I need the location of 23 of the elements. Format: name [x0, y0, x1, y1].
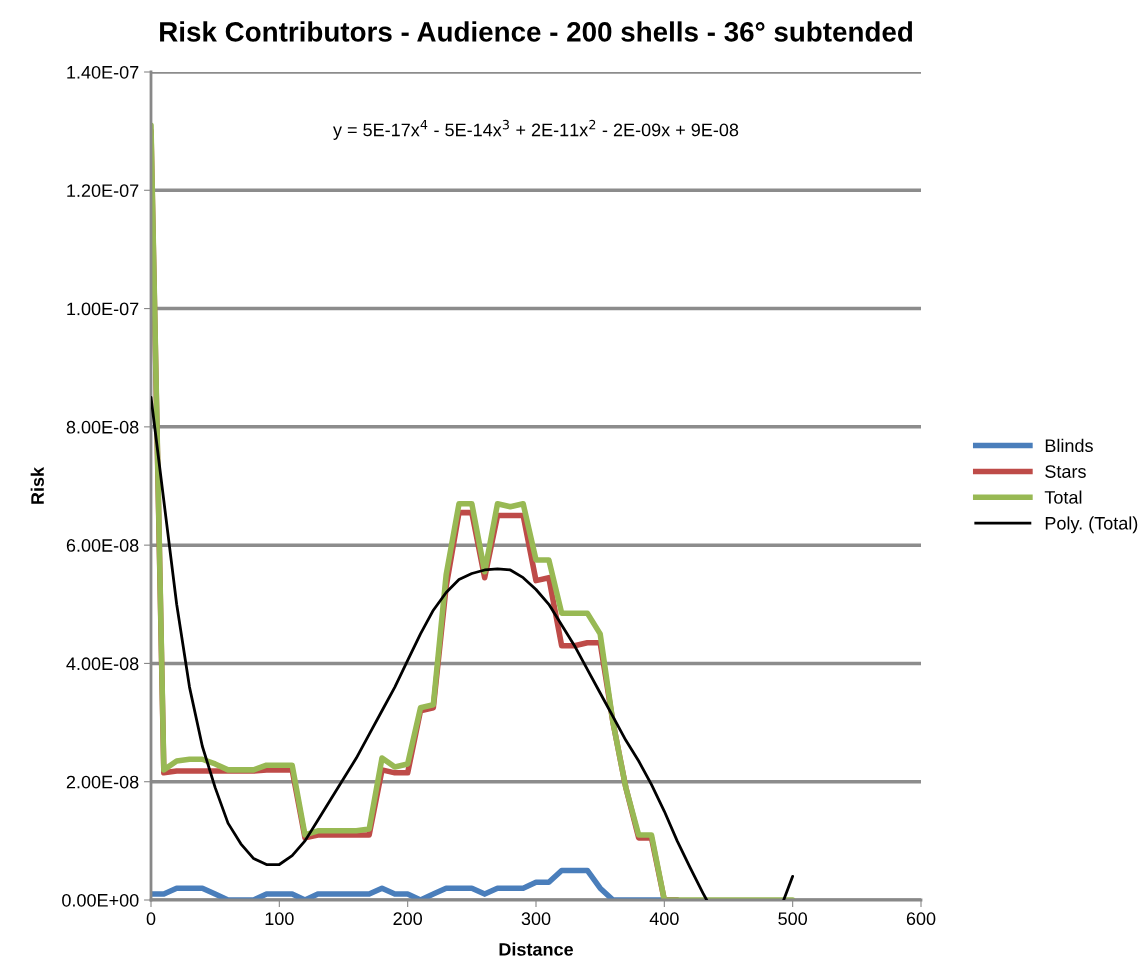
- y-tick-label: 1.00E-07: [67, 302, 139, 316]
- y-axis-title: Risk: [30, 466, 44, 504]
- y-tick-label: 8.00E-08: [66, 420, 139, 434]
- y-tick-label: 0.00E+00: [62, 893, 139, 907]
- x-tick-label: 100: [265, 912, 294, 926]
- x-tick-label: 0: [146, 912, 156, 926]
- x-axis-title: Distance: [499, 942, 574, 956]
- y-tick-label: 1.20E-07: [67, 184, 139, 198]
- y-tick-label: 6.00E-08: [66, 539, 139, 552]
- legend-label: Total: [1044, 490, 1082, 504]
- x-tick-label: 600: [906, 912, 936, 926]
- x-tick-label: 500: [778, 912, 808, 926]
- y-tick-label: 1.40E-07: [67, 65, 139, 79]
- chart-title: Risk Contributors - Audience - 200 shells - 36° subtended: [160, 21, 912, 42]
- legend-label: Stars: [1045, 465, 1086, 478]
- annotation: y = 5E-17x$^{4}$ - 5E-14x$^{3}$ + 2E-11x$^{2}$ - 2E-09x + 9E-08: [333, 119, 739, 140]
- legend-label: Poly. (Total): [1045, 516, 1138, 534]
- y-tick-label: 4.00E-08: [66, 657, 139, 671]
- y-tick-label: 2.00E-08: [66, 775, 139, 789]
- x-tick-label: 400: [649, 912, 679, 926]
- legend-label: Blinds: [1045, 438, 1093, 453]
- x-tick-label: 300: [521, 912, 551, 926]
- x-tick-label: 200: [393, 912, 423, 926]
